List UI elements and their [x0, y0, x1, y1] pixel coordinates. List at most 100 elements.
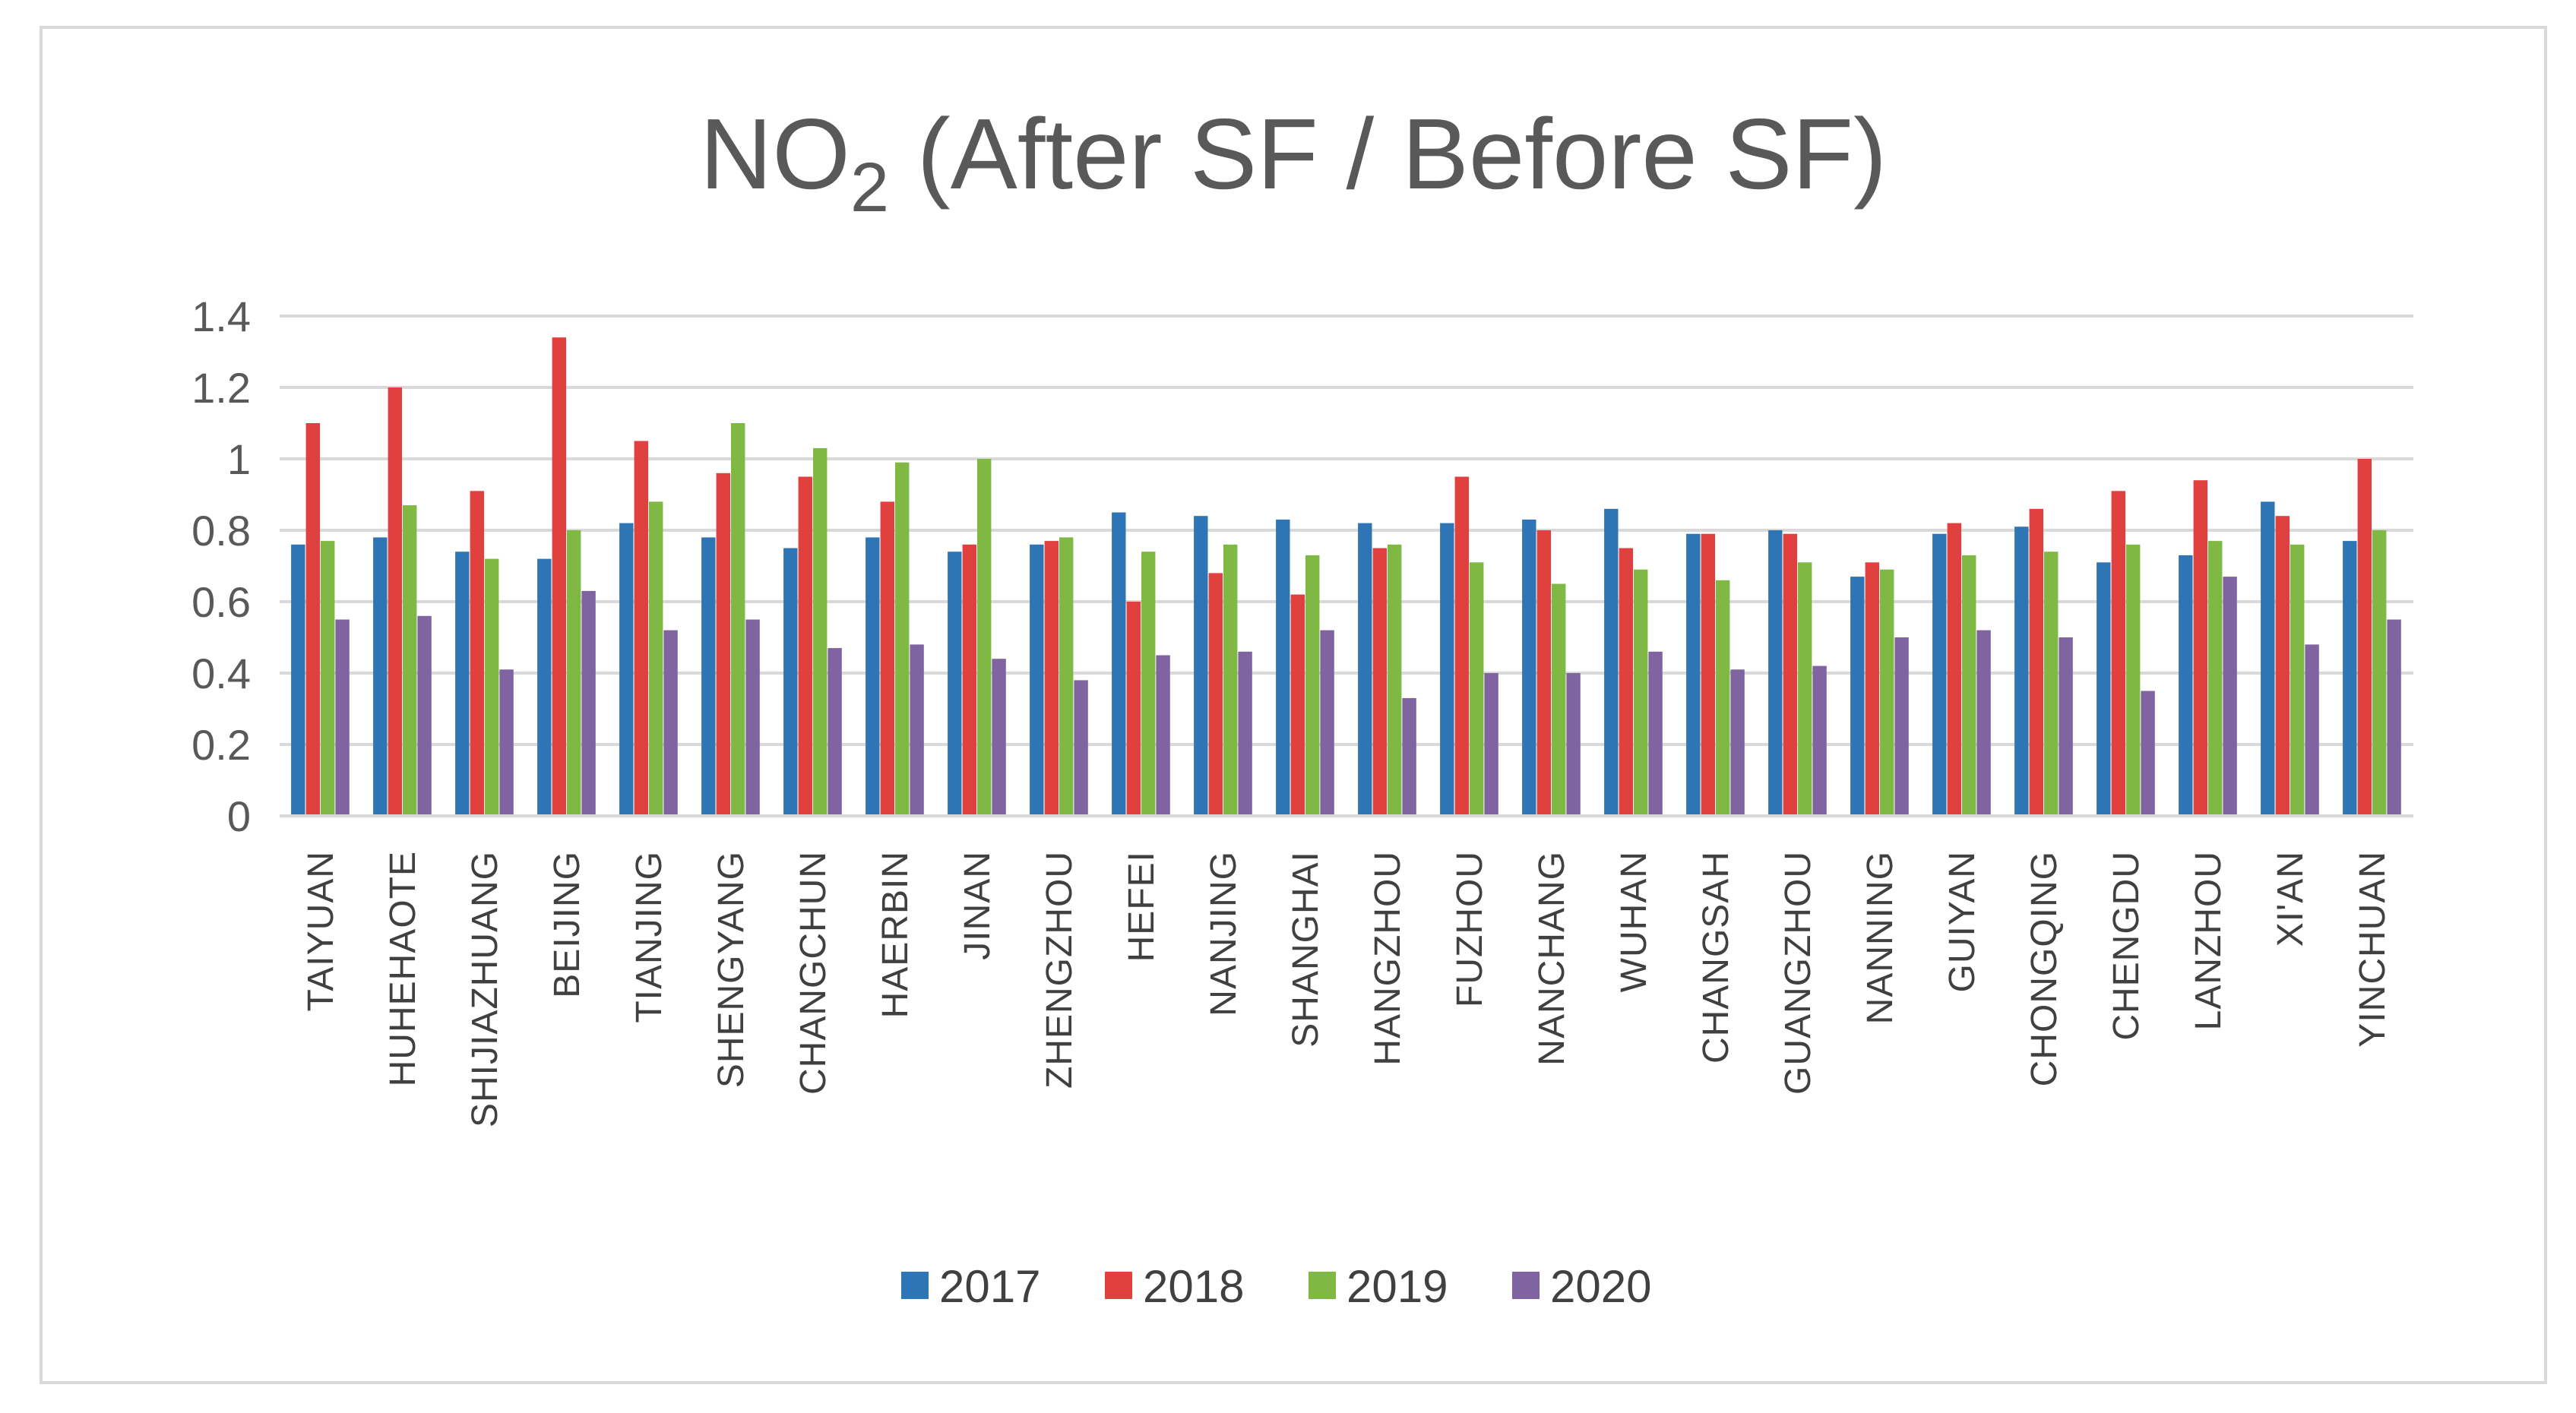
legend-label-2020: 2020	[1550, 1261, 1651, 1312]
legend-label-2017: 2017	[939, 1261, 1040, 1312]
chart-title: NO2 (After SF / Before SF)	[700, 98, 1887, 226]
bar-2019-changchun	[813, 447, 828, 816]
x-category-label: FUZHOU	[1450, 851, 1490, 1007]
bar-2019-tianjing	[649, 501, 663, 816]
chart-svg: NO2 (After SF / Before SF) 0 0.2 0.4 0.6 0.8…	[191, 98, 2413, 1312]
bar-2017-huhehaote	[373, 537, 388, 816]
bar-2017-yinchuan	[2343, 541, 2357, 816]
bar-2018-shijiazhuang	[470, 491, 484, 816]
title-subscript: 2	[850, 149, 889, 226]
bar-2018-huhehaote	[388, 387, 402, 816]
bar-2019-nanning	[1880, 569, 1894, 816]
bar-2020-shijiazhuang	[499, 669, 514, 816]
bar-2017-shijiazhuang	[455, 552, 470, 816]
bar-2020-changchun	[828, 648, 842, 816]
bar-2019-shengyang	[731, 423, 745, 816]
bar-2017-tianjing	[619, 523, 634, 816]
bar-2017-chongqing	[2014, 526, 2029, 816]
x-category-label: CHENGDU	[2106, 851, 2147, 1041]
y-tick-label: 0.4	[191, 650, 251, 697]
x-category-label: TAIYUAN	[301, 851, 341, 1011]
bar-2020-jinan	[992, 659, 1006, 816]
bar-2017-xi-an	[2261, 501, 2275, 816]
bar-2019-chengdu	[2126, 544, 2141, 816]
bar-2020-shanghai	[1320, 630, 1334, 816]
bar-2018-shengyang	[716, 473, 730, 816]
bar-2020-nanchang	[1566, 673, 1581, 816]
legend-swatch-2017	[901, 1272, 929, 1299]
bar-2018-changsah	[1701, 533, 1715, 816]
bar-2018-guiyan	[1947, 523, 1961, 816]
x-axis-category-labels: TAIYUAN HUHEHAOTE SHIJIAZHUANG BEIJING TIANJ…	[301, 851, 2393, 1127]
bar-2020-huhehaote	[417, 615, 432, 816]
x-category-label: SHIJIAZHUANG	[465, 851, 505, 1127]
bar-2018-hefei	[1126, 602, 1141, 816]
bar-2018-nanning	[1865, 562, 1879, 816]
legend-swatch-2019	[1309, 1272, 1336, 1299]
x-category-label: LANZHOU	[2188, 851, 2229, 1030]
bar-2018-lanzhou	[2193, 480, 2207, 816]
bar-2020-shengyang	[745, 619, 760, 816]
bar-2017-beijing	[537, 558, 552, 816]
bar-2018-taiyuan	[305, 423, 320, 816]
bar-2020-hefei	[1156, 655, 1170, 816]
x-category-label: NANJING	[1204, 851, 1244, 1016]
bar-2019-yinchuan	[2372, 530, 2387, 816]
x-category-label: HANGZHOU	[1368, 851, 1408, 1066]
legend-swatch-2020	[1512, 1272, 1540, 1299]
bar-2019-shanghai	[1305, 555, 1320, 816]
bar-2019-zhengzhou	[1059, 537, 1074, 816]
bar-2019-hefei	[1141, 552, 1156, 816]
bar-2020-nanjing	[1238, 651, 1252, 816]
x-category-label: BEIJING	[547, 851, 587, 998]
bar-2019-beijing	[567, 530, 581, 816]
bar-2017-shengyang	[701, 537, 716, 816]
bar-2019-hangzhou	[1388, 544, 1402, 816]
bar-2020-wuhan	[1648, 651, 1663, 816]
chart-frame: NO2 (After SF / Before SF) 0 0.2 0.4 0.6 0.8…	[40, 26, 2547, 1384]
bar-2017-guiyan	[1932, 533, 1947, 816]
x-category-label: CHANGCHUN	[793, 851, 834, 1095]
bar-2017-fuzhou	[1440, 523, 1454, 816]
bar-2020-fuzhou	[1484, 673, 1498, 816]
bar-2019-changsah	[1716, 580, 1730, 816]
bar-2018-fuzhou	[1454, 476, 1469, 816]
bar-2020-haerbin	[910, 644, 924, 816]
bar-2017-nanjing	[1194, 516, 1208, 816]
bar-2019-wuhan	[1634, 569, 1648, 816]
bar-2020-guangzhou	[1812, 665, 1827, 816]
y-tick-label: 1.4	[191, 292, 251, 340]
y-axis-tick-labels: 0 0.2 0.4 0.6 0.8 1 1.2 1.4	[191, 292, 251, 840]
x-category-label: SHENGYANG	[711, 851, 752, 1088]
x-category-label: CHANGSAH	[1696, 851, 1736, 1064]
bar-2020-chengdu	[2141, 691, 2155, 816]
bar-2019-nanjing	[1223, 544, 1238, 816]
bar-2018-zhengzhou	[1044, 541, 1059, 816]
bar-2017-jinan	[948, 552, 962, 816]
x-category-label: NANNING	[1860, 851, 1900, 1024]
bar-2020-chongqing	[2059, 637, 2073, 816]
bar-2020-yinchuan	[2387, 619, 2401, 816]
bar-2018-xi-an	[2275, 516, 2290, 816]
bar-2018-changchun	[798, 476, 812, 816]
x-category-label: CHONGQING	[2024, 851, 2065, 1086]
x-category-label: HEFEI	[1122, 851, 1162, 962]
bar-2019-guangzhou	[1798, 562, 1812, 816]
bar-2017-changchun	[783, 548, 798, 816]
bar-2017-nanning	[1850, 577, 1865, 816]
legend-swatch-2018	[1105, 1272, 1132, 1299]
legend-label-2019: 2019	[1347, 1261, 1448, 1312]
bar-2018-beijing	[552, 337, 566, 816]
bar-2017-chengdu	[2097, 562, 2111, 816]
title-suffix: (After SF / Before SF)	[889, 98, 1887, 210]
bar-2018-jinan	[962, 544, 976, 816]
bar-2020-xi-an	[2305, 644, 2319, 816]
bar-2019-nanchang	[1552, 583, 1566, 816]
bar-2017-wuhan	[1604, 508, 1619, 816]
bar-2018-wuhan	[1619, 548, 1633, 816]
bar-2018-nanjing	[1208, 573, 1223, 816]
x-category-label: WUHAN	[1614, 851, 1654, 992]
bar-2019-taiyuan	[321, 541, 335, 816]
legend: 2017 2018 2019 2020	[901, 1261, 1651, 1312]
bar-2017-changsah	[1686, 533, 1701, 816]
